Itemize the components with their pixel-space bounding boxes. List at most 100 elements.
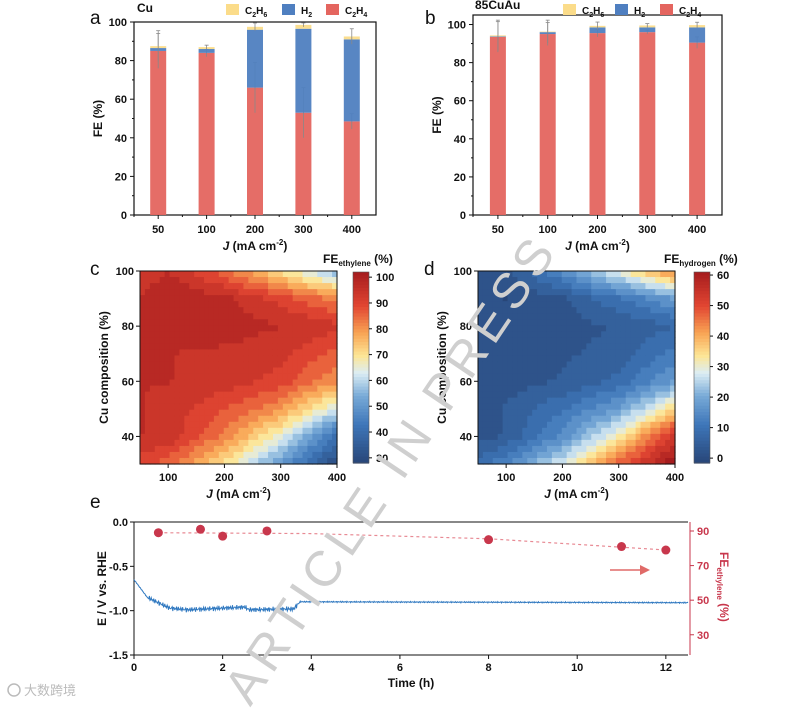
contour-cell [630,277,637,284]
contour-cell [591,331,597,338]
contour-cell [670,397,676,405]
contour-cell [258,283,264,290]
contour-cell [615,379,622,387]
contour-cell [497,355,504,363]
contour-cell [282,403,289,411]
contour-cell [482,283,489,290]
contour-cell [601,427,607,435]
colorbar-segment [694,424,710,429]
contour-cell [665,451,671,459]
contour-cell [189,313,195,320]
contour-cell [263,325,269,332]
contour-cell [238,283,245,290]
contour-cell [179,343,185,351]
contour-cell [228,379,235,387]
contour-cell [615,319,622,326]
contour-cell [179,283,185,290]
contour-cell [164,331,171,338]
contour-cell [194,361,200,369]
contour-cell [610,373,617,381]
contour-cell [542,457,548,465]
contour-cell [581,271,587,278]
contour-cell [610,397,617,405]
contour-cell [497,433,504,441]
contour-cell [317,367,323,375]
contour-cell [302,451,309,459]
x-tick-label: 10 [571,662,583,674]
contour-cell [556,319,563,326]
contour-cell [238,337,245,344]
contour-cell [228,337,235,344]
contour-cell [601,283,607,290]
contour-cell [184,337,190,344]
contour-cell [199,343,205,351]
colorbar-segment [694,351,710,356]
contour-cell [620,349,627,357]
contour-cell [248,445,254,453]
contour-cell [512,331,518,338]
contour-cell [517,343,523,351]
colorbar-tick-label: 90 [376,298,388,310]
contour-cell [154,439,161,447]
contour-cell [169,289,176,296]
contour-cell [287,289,294,296]
colorbar-segment [694,434,710,439]
contour-cell [302,391,309,399]
contour-cell [670,421,676,429]
contour-cell [292,343,299,351]
contour-cell [248,343,254,351]
contour-cell [576,331,583,338]
contour-cell [213,427,220,435]
contour-cell [223,385,230,393]
contour-cell [282,295,289,302]
contour-cell [571,313,578,320]
contour-cell [253,271,259,278]
contour-cell [159,343,166,351]
contour-cell [263,331,269,338]
contour-cell [606,403,612,411]
contour-cell [561,319,568,326]
contour-cell [194,439,200,447]
contour-cell [194,301,200,308]
contour-cell [665,307,671,314]
contour-cell [625,307,632,314]
contour-cell [194,289,200,296]
contour-cell [576,355,583,363]
contour-cell [213,397,220,405]
contour-cell [670,349,676,357]
contour-cell [478,283,484,290]
contour-cell [571,409,578,417]
contour-cell [248,409,254,417]
contour-cell [665,277,671,284]
contour-cell [610,343,617,351]
contour-cell [287,415,294,423]
contour-cell [243,319,249,326]
contour-cell [272,277,279,284]
contour-cell [184,457,190,465]
contour-cell [169,331,176,338]
contour-cell [272,403,279,411]
contour-cell [248,313,254,320]
contour-cell [149,391,156,399]
contour-cell [660,277,666,284]
contour-cell [571,379,578,387]
contour-cell [327,427,333,435]
contour-cell [527,415,533,423]
contour-cell [149,409,156,417]
contour-cell [174,307,180,314]
contour-cell [482,451,489,459]
contour-cell [502,319,509,326]
contour-cell [243,277,249,284]
contour-cell [566,337,573,344]
contour-cell [322,277,328,284]
contour-cell [174,349,180,357]
contour-cell [497,439,504,447]
contour-cell [159,313,166,320]
contour-cell [149,331,156,338]
y2-axis-title: FEethylene (%) [715,552,731,622]
contour-cell [640,457,647,465]
contour-cell [591,337,597,344]
contour-cell [263,439,269,447]
contour-cell [610,313,617,320]
contour-cell [223,277,230,284]
